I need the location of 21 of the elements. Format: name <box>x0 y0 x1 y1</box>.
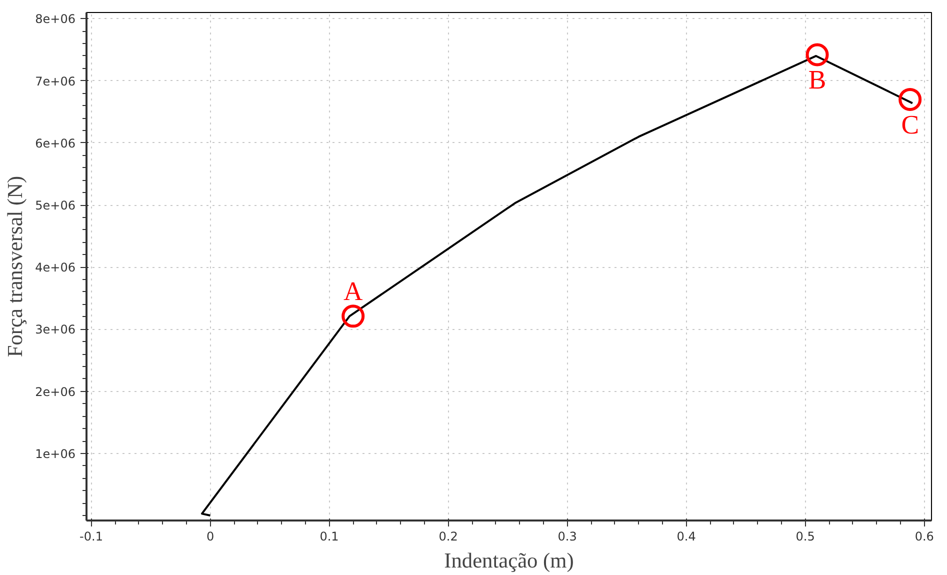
x-tick-label: 0.5 <box>796 530 815 544</box>
y-tick-label: 6e+06 <box>35 136 76 150</box>
y-axis-title: Força transversal (N) <box>3 176 28 358</box>
annotation: B <box>808 64 826 95</box>
y-tick-label: 8e+06 <box>35 12 76 26</box>
x-tick-label: -0.1 <box>80 530 103 544</box>
x-axis-title: Indentação (m) <box>444 548 574 572</box>
x-tick-label: 0.2 <box>438 530 458 544</box>
annotation: C <box>901 109 919 140</box>
y-tick-label: 5e+06 <box>35 198 76 213</box>
y-tick-label: 3e+06 <box>35 322 76 337</box>
x-tick-label: 0.6 <box>914 530 934 544</box>
annotation: A <box>343 276 364 306</box>
y-tick-label: 2e+06 <box>35 384 76 399</box>
x-tick-label: 0.4 <box>676 530 696 544</box>
y-tick-label: 4e+06 <box>35 260 76 275</box>
x-tick-label: 0.1 <box>320 530 339 544</box>
y-tick-label: 1e+06 <box>35 446 76 461</box>
x-tick-label: 0 <box>206 530 214 544</box>
y-tick-label: 7e+06 <box>35 74 76 88</box>
x-tick-label: 0.3 <box>558 530 577 544</box>
